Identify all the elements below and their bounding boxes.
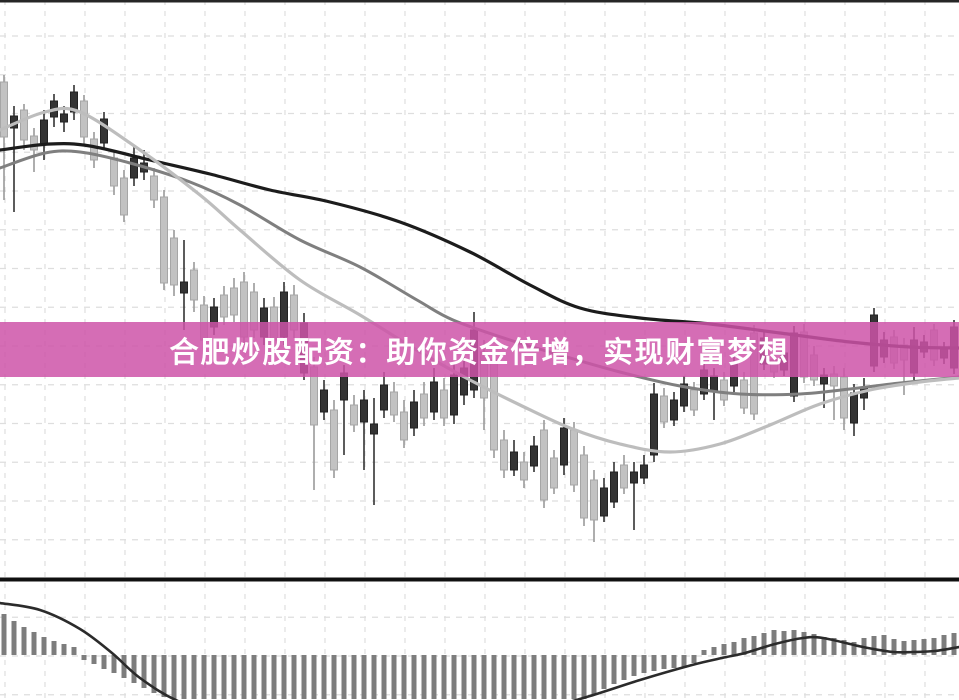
promo-banner: 合肥炒股配资：助你资金倍增，实现财富梦想 (0, 322, 959, 377)
promo-banner-text: 合肥炒股配资：助你资金倍增，实现财富梦想 (169, 336, 790, 369)
